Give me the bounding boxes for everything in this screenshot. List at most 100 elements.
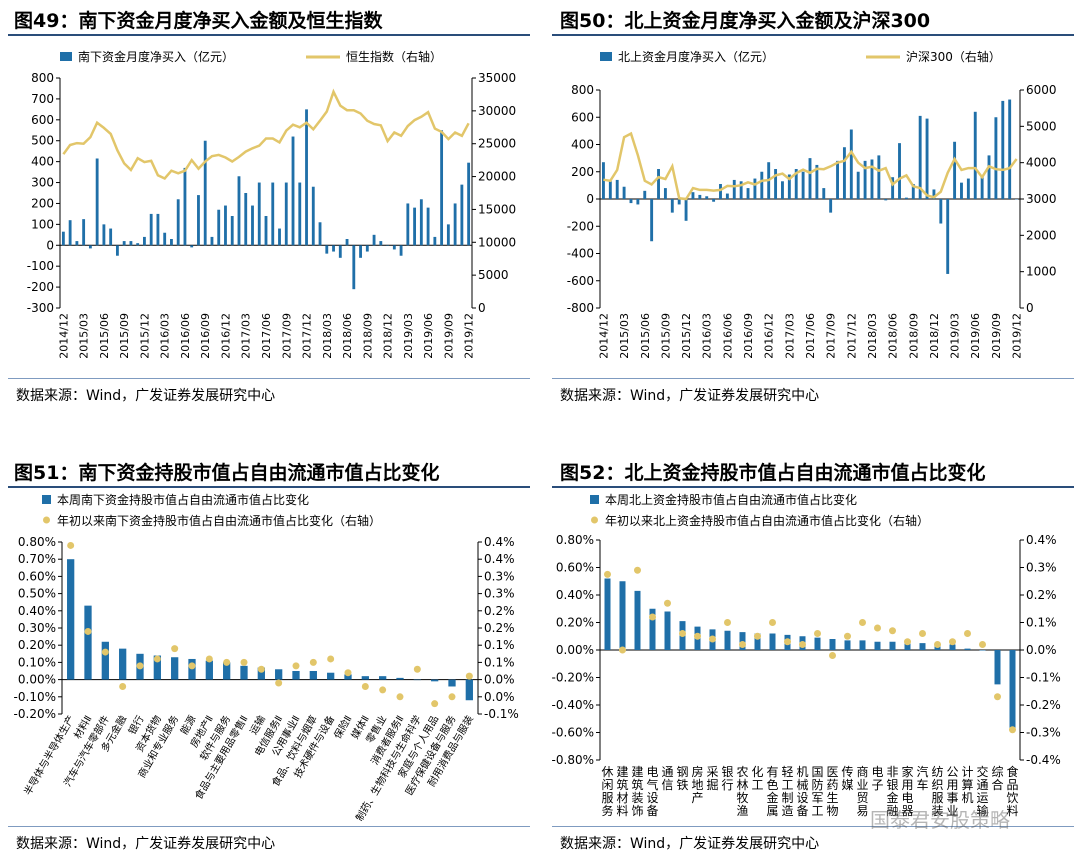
- y-left-tick-label: 0.40%: [556, 588, 594, 602]
- fig51-source: 数据来源：Wind，广发证券发展研究中心: [16, 836, 276, 852]
- bar: [84, 605, 92, 680]
- category-label: 计算机: [961, 765, 973, 805]
- bar: [769, 633, 776, 650]
- y-left-tick-label: -200: [567, 219, 594, 233]
- x-tick-label: 2019/03: [949, 313, 962, 359]
- dot: [799, 641, 806, 648]
- bar: [95, 158, 99, 246]
- bar: [634, 590, 641, 650]
- y-left-tick-label: 0.60%: [18, 569, 56, 583]
- y-left-tick-label: -400: [567, 247, 594, 261]
- y-left-tick-label: 0.50%: [18, 587, 56, 601]
- y-left-tick-label: 500: [31, 134, 54, 148]
- bar: [163, 232, 167, 246]
- bar: [619, 581, 626, 650]
- bar: [987, 155, 991, 199]
- y-right-tick-label: 0: [1026, 301, 1034, 315]
- bar: [257, 667, 265, 680]
- legend-line-label: 沪深300（右轴）: [906, 49, 1001, 64]
- bar: [925, 118, 929, 199]
- bar: [953, 141, 957, 199]
- y-left-tick-label: -0.40%: [552, 698, 594, 712]
- bar: [440, 130, 444, 246]
- category-label: 农林牧渔: [736, 765, 748, 818]
- y-right-tick-label: 0.3%: [484, 587, 515, 601]
- y-left-tick-label: 0.70%: [18, 552, 56, 566]
- bar: [217, 209, 221, 246]
- bar: [453, 203, 457, 246]
- bar: [725, 193, 729, 199]
- dot: [679, 630, 686, 637]
- bar: [82, 219, 86, 246]
- bar: [153, 655, 161, 680]
- y-right-tick-label: 0.0%: [484, 673, 515, 687]
- bar: [705, 196, 709, 199]
- y-left-tick-label: 0: [46, 238, 54, 252]
- bar: [460, 184, 464, 246]
- bar: [67, 559, 75, 680]
- y-right-tick-label: 5000: [478, 268, 509, 282]
- bar: [230, 216, 234, 246]
- bar: [379, 676, 387, 680]
- x-tick-label: 2017/03: [240, 313, 253, 359]
- bar: [904, 641, 911, 650]
- bar: [183, 167, 187, 246]
- y-left-tick-label: -600: [567, 274, 594, 288]
- bar: [844, 640, 851, 650]
- x-tick-label: 2018/12: [382, 313, 395, 359]
- bar: [746, 188, 750, 199]
- bar: [143, 236, 146, 246]
- bar: [203, 140, 207, 246]
- bar: [712, 199, 716, 202]
- fig51-source-rule: [8, 826, 530, 827]
- dot: [859, 619, 866, 626]
- y-left-tick-label: 0.00%: [556, 643, 594, 657]
- y-right-tick-label: -0.2%: [1026, 698, 1061, 712]
- bar: [615, 179, 619, 199]
- legend-dot-swatch: [43, 516, 50, 524]
- x-tick-label: 2018/09: [361, 313, 374, 359]
- bar: [781, 181, 784, 199]
- bar: [413, 207, 417, 246]
- bar: [670, 199, 674, 213]
- bar: [396, 677, 404, 680]
- dot: [889, 627, 896, 635]
- y-left-tick-label: 700: [31, 92, 54, 106]
- dot: [769, 619, 776, 626]
- x-tick-label: 2016/09: [742, 313, 755, 359]
- bar: [994, 650, 1001, 685]
- y-left-tick-label: 200: [571, 165, 594, 179]
- x-tick-label: 2015/06: [639, 313, 652, 359]
- bar: [801, 171, 805, 199]
- y-right-tick-label: 0.3%: [1026, 561, 1057, 575]
- bar: [75, 241, 79, 246]
- dot: [874, 624, 881, 632]
- category-label: 食品饮料: [1006, 764, 1018, 818]
- bar: [636, 199, 640, 205]
- y-left-tick-label: -0.80%: [552, 753, 594, 767]
- fig51-chart: 本周南下资金持股市值占自由流通市值占比变化年初以来南下资金持股市值占自由流通市值…: [14, 492, 519, 823]
- bar: [979, 650, 986, 651]
- bar: [292, 671, 300, 680]
- legend-line-label: 恒生指数（右轴）: [346, 49, 442, 64]
- category-label: 建筑装饰: [631, 765, 643, 818]
- index-line: [603, 131, 1018, 201]
- dot: [240, 658, 248, 666]
- y-right-tick-label: -0.3%: [1026, 726, 1061, 740]
- bar: [386, 245, 389, 246]
- bar: [101, 641, 109, 680]
- fig52-source: 数据来源：Wind，广发证券发展研究中心: [560, 836, 820, 852]
- x-tick-label: 2015/03: [78, 313, 91, 359]
- fig49-chart: 南下资金月度净买入（亿元） 恒生指数（右轴） -300 -200 -100 0 100 200…: [27, 49, 516, 359]
- dot: [754, 632, 761, 640]
- bar: [966, 178, 970, 199]
- dot: [188, 662, 196, 670]
- bar: [650, 199, 654, 242]
- y-left-tick-label: 0.00%: [18, 673, 56, 687]
- bar: [338, 245, 342, 258]
- bar: [309, 671, 317, 680]
- legend-bar-swatch: [590, 495, 599, 504]
- legend-bar-swatch: [42, 495, 51, 504]
- bar: [1015, 199, 1019, 200]
- legend-bar-swatch: [600, 52, 612, 61]
